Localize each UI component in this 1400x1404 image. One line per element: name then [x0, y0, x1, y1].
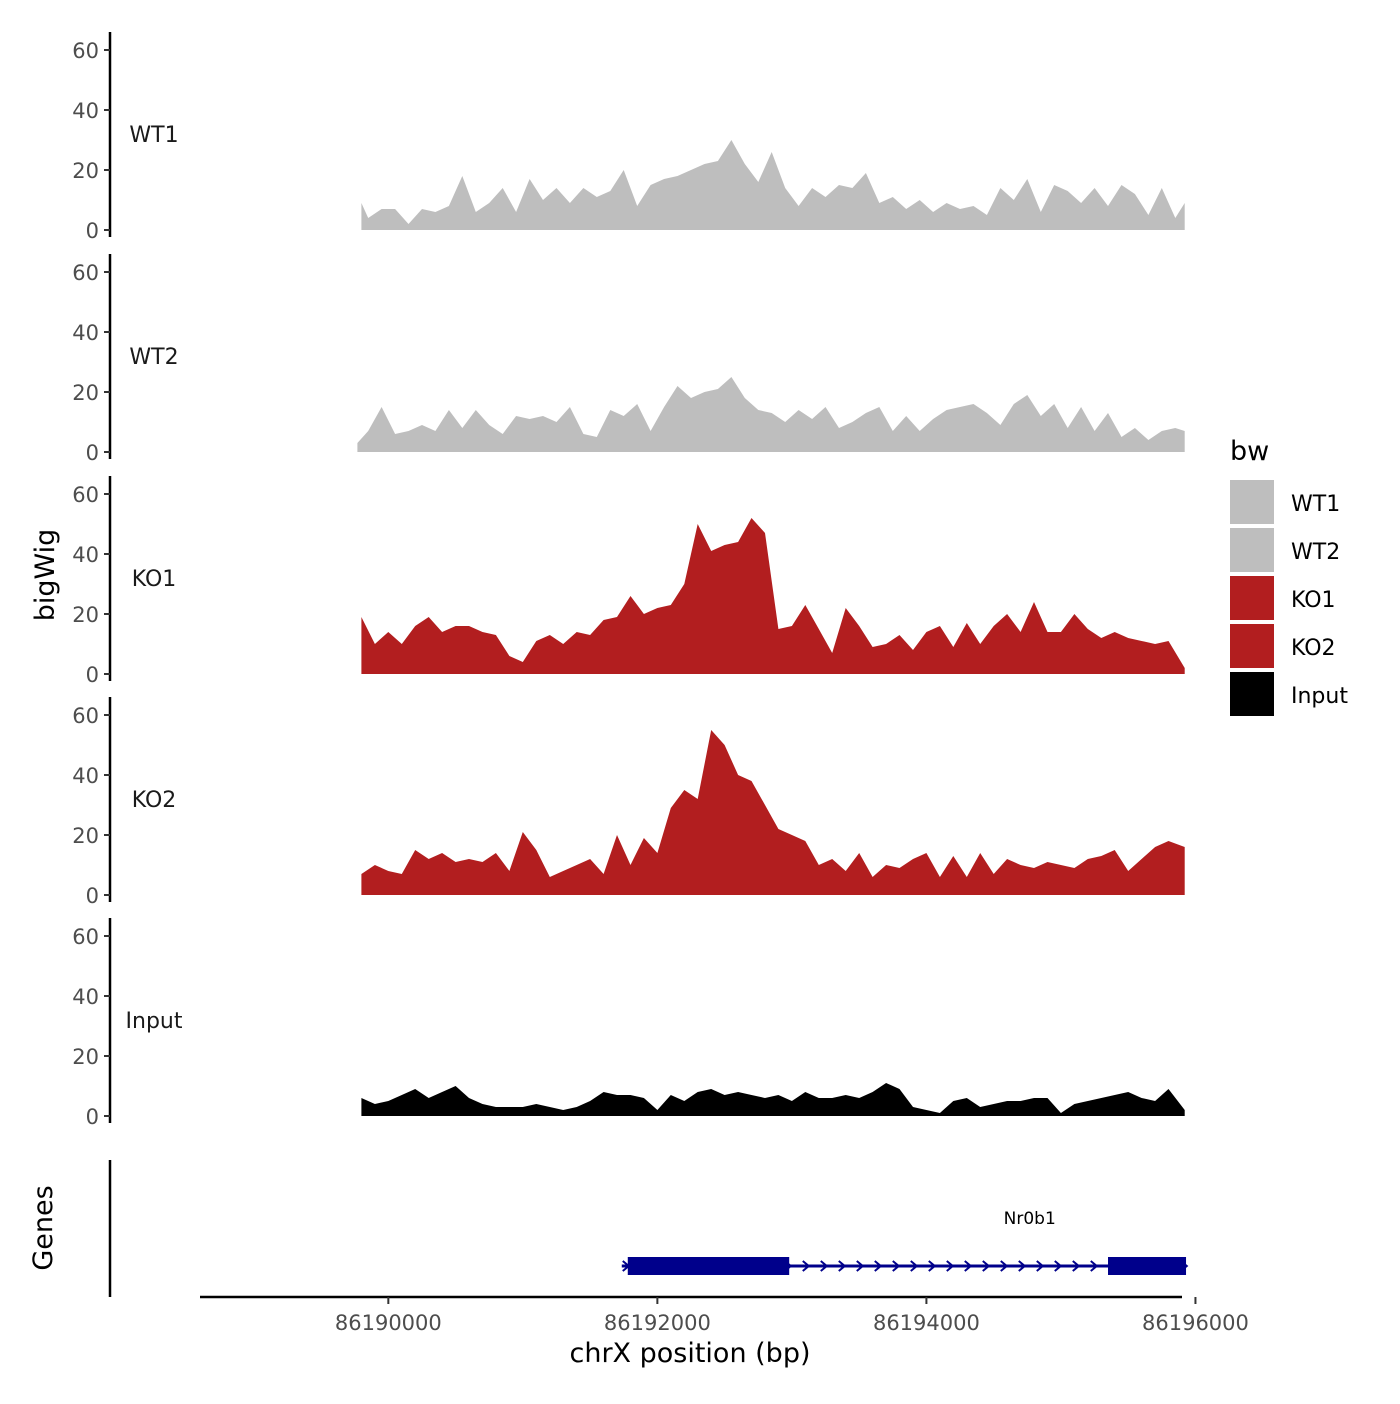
y-tick-label: 0 — [86, 219, 99, 243]
x-axis: 86190000 86192000 86194000 86196000 — [200, 1295, 1249, 1335]
strand-chevron — [1018, 1260, 1027, 1272]
y-tick-label: 20 — [72, 824, 99, 848]
strand-chevron — [856, 1260, 865, 1272]
y-tick-label: 20 — [72, 603, 99, 627]
strand-chevron — [1054, 1260, 1063, 1272]
y-axis-title: bigWig — [30, 529, 61, 622]
strand-chevron — [1036, 1260, 1045, 1272]
y-tick-label: 60 — [72, 39, 99, 63]
y-tick-label: 20 — [72, 381, 99, 405]
y-tick-label: 0 — [86, 663, 99, 687]
strand-chevron — [946, 1260, 955, 1272]
track-label-ko1: KO1 — [132, 567, 177, 592]
legend-title: bw — [1230, 436, 1269, 467]
y-tick-label: 20 — [72, 1045, 99, 1069]
y-tick-label: 60 — [72, 704, 99, 728]
strand-chevron — [1090, 1260, 1099, 1272]
legend-label-ko1: KO1 — [1291, 588, 1336, 613]
y-tick-label: 40 — [72, 985, 99, 1009]
legend-label-wt1: WT1 — [1291, 492, 1340, 517]
legend-key-wt1 — [1230, 480, 1274, 524]
panel-ko1: 0 20 40 60 KO1 — [72, 476, 1185, 687]
strand-chevron — [838, 1260, 847, 1272]
y-tick-label: 0 — [86, 884, 99, 908]
y-tick-label: 40 — [72, 543, 99, 567]
y-tick-label: 60 — [72, 483, 99, 507]
legend: bw WT1 WT2 KO1 KO2 Input — [1230, 436, 1348, 716]
strand-chevron — [928, 1260, 937, 1272]
exon-1 — [627, 1257, 790, 1275]
legend-label-input: Input — [1291, 684, 1348, 709]
x-axis-title: chrX position (bp) — [569, 1338, 810, 1369]
legend-key-input — [1230, 672, 1274, 716]
strand-chevron — [910, 1260, 919, 1272]
strand-chevron — [1072, 1260, 1081, 1272]
exon-2 — [1108, 1257, 1187, 1275]
legend-key-ko1 — [1230, 576, 1274, 620]
genes-track: Nr0b1 — [108, 1160, 1189, 1297]
strand-chevron — [892, 1260, 901, 1272]
strand-chevron — [802, 1260, 811, 1272]
panel-ko2: 0 20 40 60 KO2 — [72, 697, 1185, 908]
track-label-wt1: WT1 — [129, 123, 178, 148]
legend-label-wt2: WT2 — [1291, 540, 1340, 565]
x-tick-label: 86190000 — [335, 1311, 442, 1335]
track-label-wt2: WT2 — [129, 345, 178, 370]
y-tick-label: 40 — [72, 764, 99, 788]
legend-label-ko2: KO2 — [1291, 636, 1336, 661]
area-ko1 — [361, 518, 1185, 674]
y-tick-label: 60 — [72, 261, 99, 285]
strand-chevron — [874, 1260, 883, 1272]
x-tick-label: 86192000 — [604, 1311, 711, 1335]
area-ko2 — [361, 730, 1185, 895]
strand-chevron — [820, 1260, 829, 1272]
y-tick-label: 40 — [72, 321, 99, 345]
y-tick-label: 20 — [72, 159, 99, 183]
track-label-input: Input — [126, 1009, 183, 1034]
legend-key-ko2 — [1230, 624, 1274, 668]
y-tick-label: 0 — [86, 441, 99, 465]
y-tick-label: 0 — [86, 1105, 99, 1129]
panel-wt1: 0 20 40 60 WT1 — [72, 32, 1185, 243]
genes-axis-title: Genes — [28, 1185, 59, 1270]
area-wt1 — [361, 140, 1185, 230]
area-wt2 — [357, 377, 1185, 452]
x-tick-label: 86194000 — [873, 1311, 980, 1335]
y-tick-label: 40 — [72, 99, 99, 123]
panel-input: 0 20 40 60 Input — [72, 918, 1185, 1129]
strand-chevron — [964, 1260, 973, 1272]
panel-wt2: 0 20 40 60 WT2 — [72, 254, 1185, 465]
y-tick-label: 60 — [72, 925, 99, 949]
track-panels: 0 20 40 60 WT1 0 20 40 60 WT2 0 20 40 60 KO1 0 20 40 60 KO2… — [72, 32, 1185, 1129]
gene-name-label: Nr0b1 — [1004, 1209, 1056, 1229]
strand-chevron — [1000, 1260, 1009, 1272]
track-label-ko2: KO2 — [132, 788, 177, 813]
legend-key-wt2 — [1230, 528, 1274, 572]
strand-chevron — [982, 1260, 991, 1272]
x-tick-label: 86196000 — [1142, 1311, 1249, 1335]
area-input — [361, 1083, 1185, 1116]
